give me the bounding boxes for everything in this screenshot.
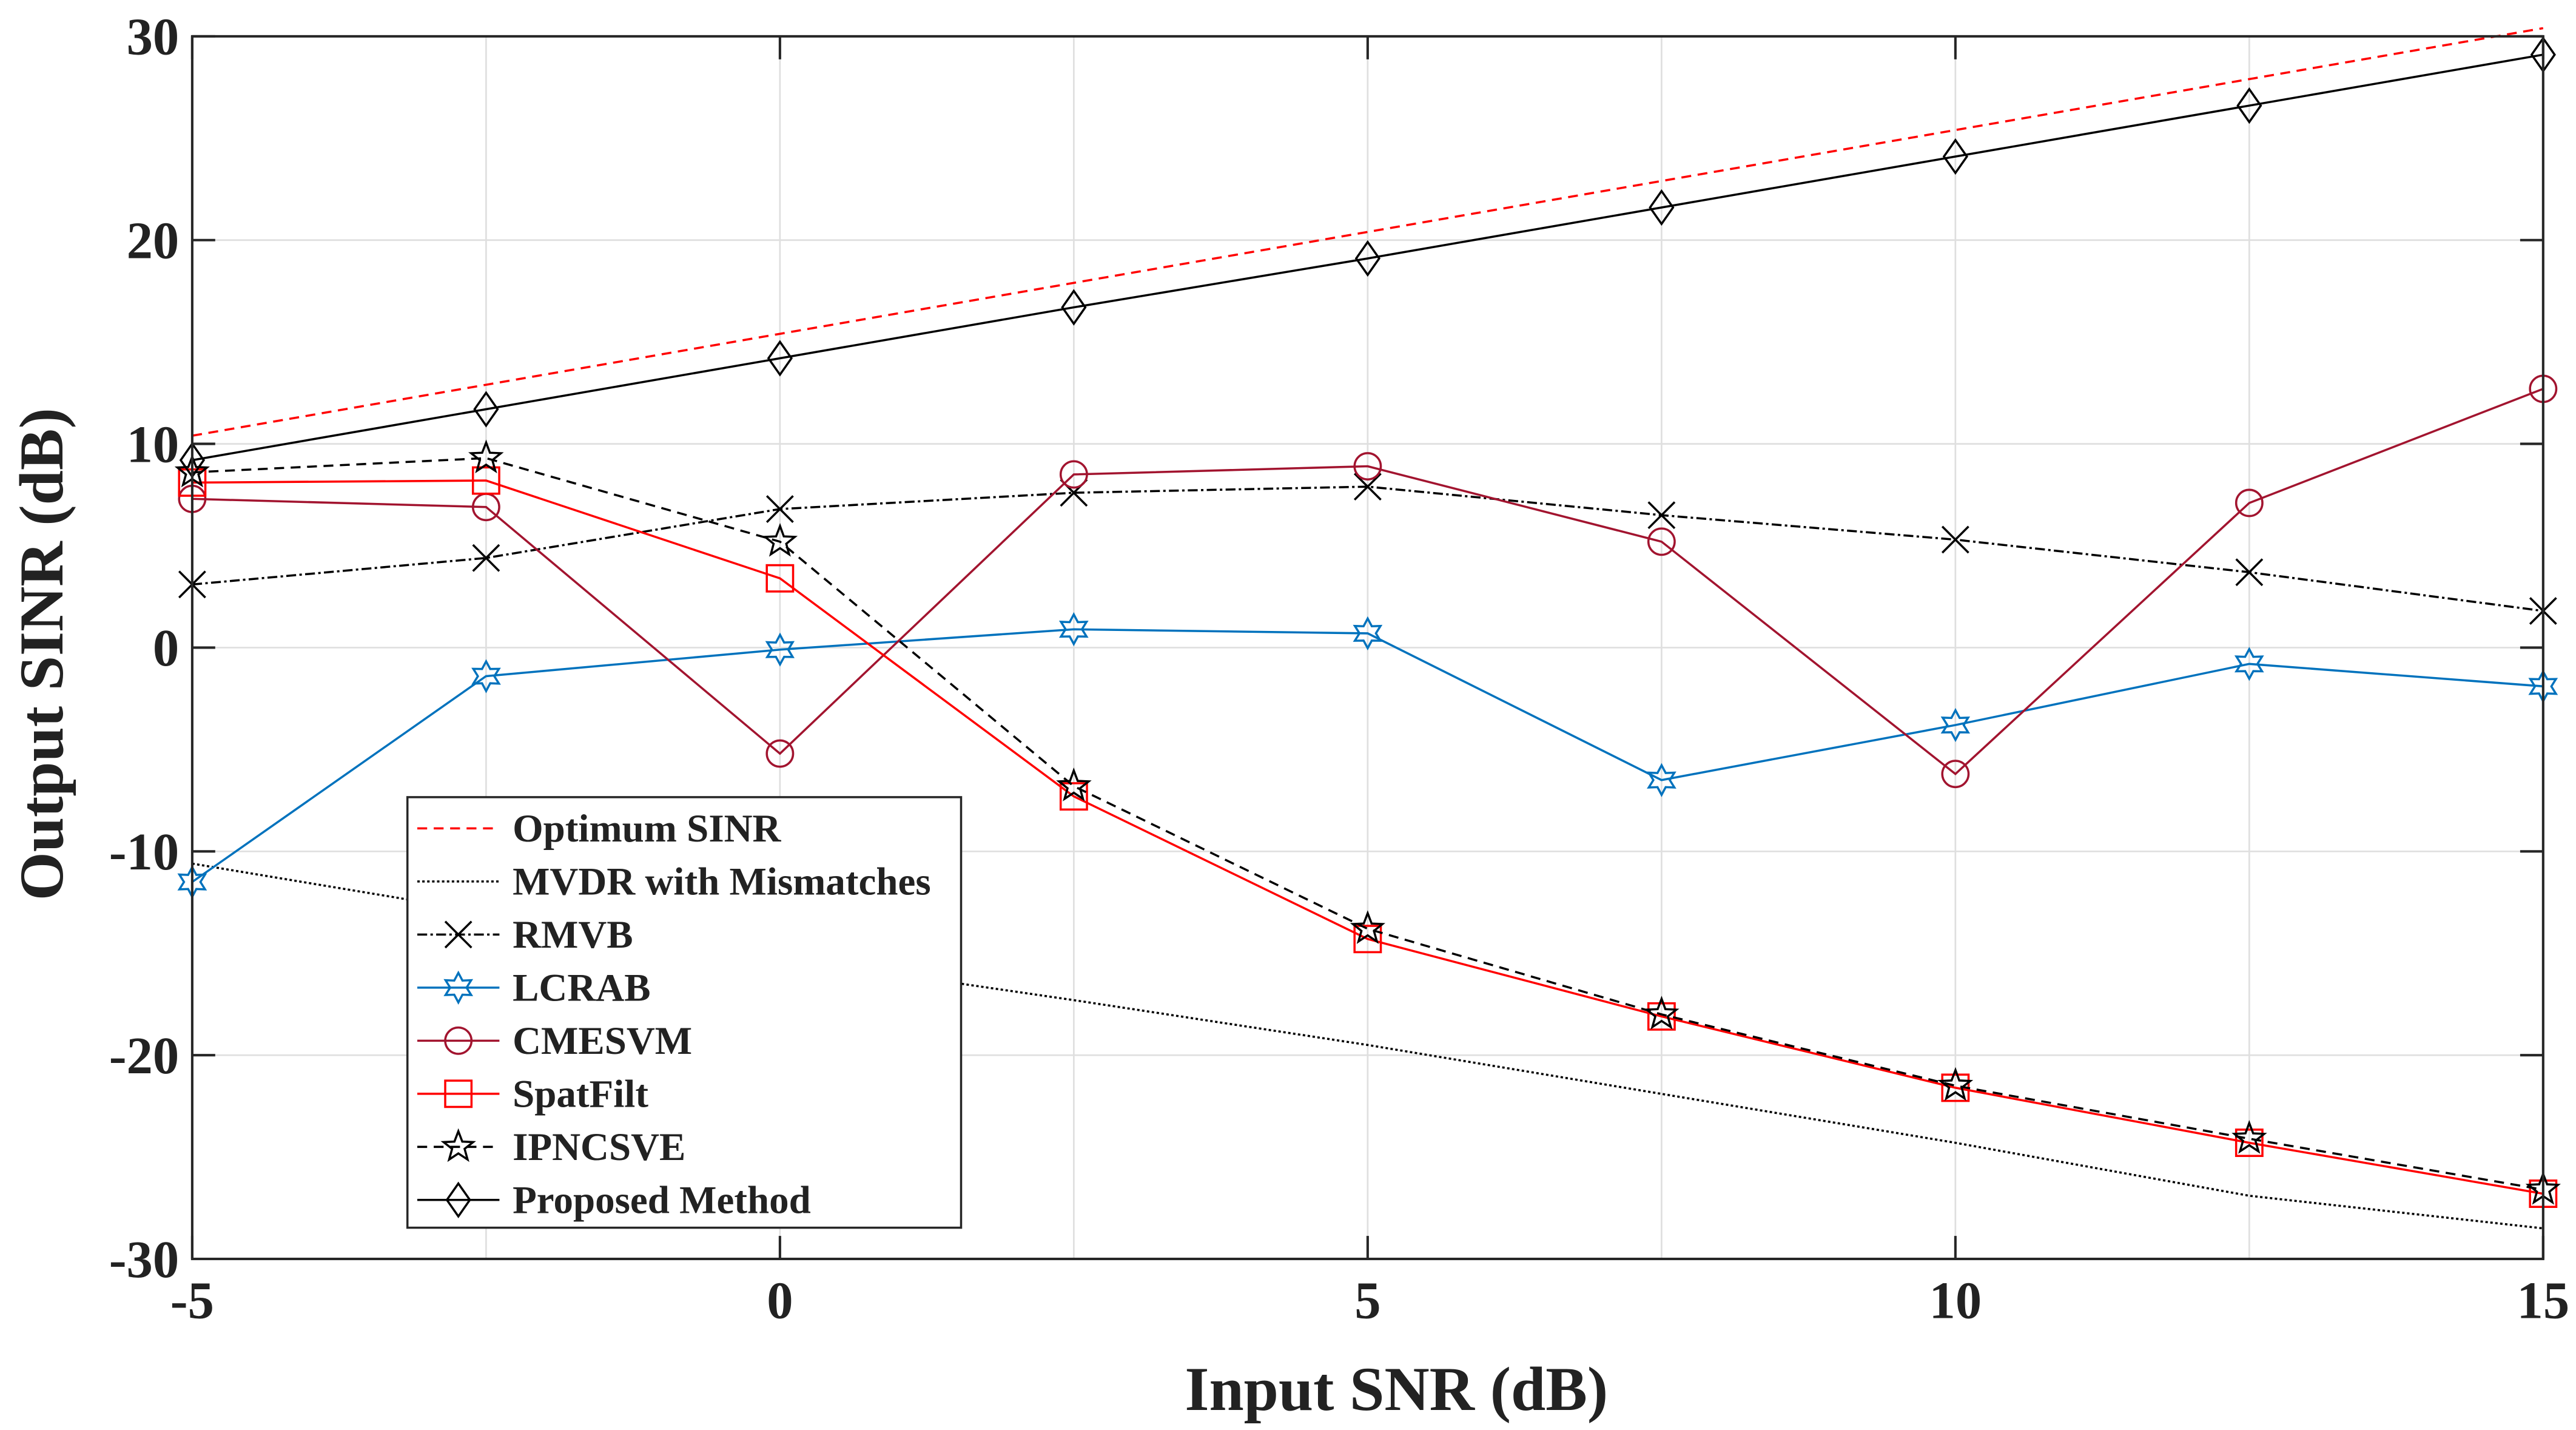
- data-point: [2236, 87, 2262, 124]
- data-point: [1647, 1002, 1676, 1031]
- series-line: [192, 862, 2544, 1230]
- y-axis-label: Output SINR (dB): [7, 408, 76, 900]
- data-point: [1940, 707, 1971, 743]
- data-point: [1353, 925, 1382, 954]
- y-tick-label: 10: [127, 415, 180, 473]
- legend-label: Optimum SINR: [513, 807, 781, 851]
- series-optimum-sinr: [192, 27, 2544, 437]
- series-proposed-method: [179, 36, 2556, 479]
- data-point: [765, 739, 795, 768]
- data-point: [1647, 527, 1676, 556]
- data-point: [1350, 910, 1385, 944]
- data-point: [1941, 760, 1970, 789]
- x-tick-label: 0: [767, 1272, 793, 1330]
- data-point: [1353, 452, 1382, 481]
- data-point: [1353, 473, 1382, 501]
- data-point: [1061, 289, 1087, 326]
- data-point: [765, 495, 794, 523]
- data-point: [1059, 782, 1088, 811]
- series-line: [192, 388, 2544, 775]
- data-point: [1353, 616, 1383, 650]
- data-point: [1059, 460, 1088, 489]
- legend-label: CMESVM: [513, 1019, 692, 1063]
- x-axis-label: Input SNR (dB): [1185, 1355, 1608, 1424]
- data-point: [1058, 612, 1089, 647]
- legend-item: SpatFilt: [417, 1072, 648, 1116]
- data-point: [762, 522, 798, 557]
- data-point: [1649, 189, 1675, 226]
- data-point: [1647, 501, 1676, 530]
- data-point: [1056, 767, 1092, 801]
- data-point: [765, 632, 795, 667]
- data-point: [1647, 763, 1676, 797]
- legend-item: IPNCSVE: [417, 1125, 685, 1169]
- y-tick-label: -20: [109, 1027, 180, 1085]
- legend-marker: [444, 920, 472, 949]
- legend-item: CMESVM: [417, 1019, 692, 1063]
- data-point: [473, 391, 499, 428]
- series-line: [192, 53, 2544, 462]
- data-point: [2234, 647, 2264, 681]
- legend-marker: [445, 1181, 471, 1218]
- axis-ticks: -30 -20 -10 0 10 20 30 -5 0 5 10 15: [109, 8, 2569, 1330]
- legend: Optimum SINR MVDR with Mismatches RMVB LCRA…: [406, 796, 963, 1229]
- legend-label: RMVB: [513, 913, 633, 957]
- data-point: [2235, 1128, 2264, 1158]
- legend-label: IPNCSVE: [513, 1125, 685, 1169]
- series-line: [191, 628, 2543, 883]
- x-tick-label: 5: [1354, 1272, 1380, 1330]
- x-tick-label: -5: [170, 1272, 214, 1330]
- legend-box: [406, 796, 963, 1229]
- legend-marker: [440, 1128, 476, 1162]
- data-point: [767, 340, 793, 377]
- data-point: [1354, 240, 1380, 277]
- data-point: [1941, 525, 1969, 554]
- data-point: [2235, 558, 2264, 587]
- legend-item: MVDR with Mismatches: [417, 860, 931, 904]
- data-point: [1942, 138, 1968, 175]
- legend-label: SpatFilt: [513, 1072, 648, 1116]
- legend-item: Optimum SINR: [417, 807, 782, 851]
- y-tick-label: 30: [127, 8, 180, 66]
- x-tick-label: 10: [1929, 1272, 1982, 1330]
- legend-label: MVDR with Mismatches: [513, 860, 931, 904]
- data-point: [2235, 488, 2264, 518]
- data-point: [765, 564, 795, 593]
- legend-marker: [443, 970, 474, 1005]
- legend-marker: [444, 1079, 473, 1108]
- legend-item: LCRAB: [417, 966, 651, 1010]
- series-line: [192, 479, 2544, 1195]
- series-line: [192, 27, 2544, 437]
- series-line: [192, 457, 2544, 1191]
- series-rmvb: [178, 473, 2557, 625]
- data-point: [1937, 1067, 1974, 1101]
- legend-marker: [444, 1026, 473, 1055]
- series-mvdr-with-mismatches: [192, 862, 2544, 1230]
- legend-label: Proposed Method: [513, 1178, 811, 1222]
- data-point: [1643, 996, 1680, 1030]
- data-point: [468, 439, 504, 474]
- legend-item: Proposed Method: [417, 1178, 811, 1222]
- y-tick-label: 20: [127, 212, 180, 270]
- data-point: [2231, 1119, 2267, 1154]
- y-tick-label: 0: [153, 619, 179, 677]
- legend-label: LCRAB: [513, 966, 651, 1010]
- y-tick-label: -30: [109, 1230, 180, 1289]
- series-layer: [174, 27, 2561, 1230]
- data-point: [471, 466, 500, 495]
- x-tick-label: 15: [2517, 1272, 2570, 1330]
- y-tick-label: -10: [109, 823, 180, 881]
- data-point: [471, 659, 501, 693]
- legend-item: RMVB: [417, 913, 633, 957]
- data-point: [472, 544, 500, 572]
